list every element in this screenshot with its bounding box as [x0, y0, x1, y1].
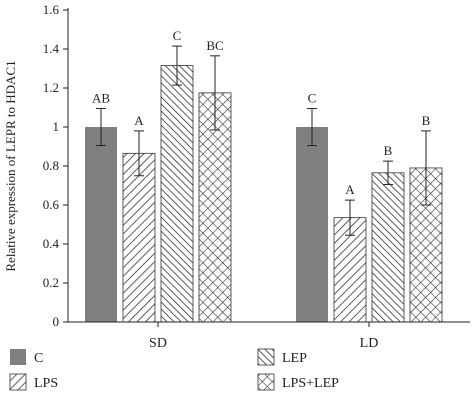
- bar-lps-sd: [122, 152, 156, 323]
- significance-label: AB: [92, 90, 110, 105]
- legend-swatch: [9, 373, 27, 391]
- x-category-label: LD: [360, 336, 379, 351]
- bar-c-sd: [85, 127, 117, 322]
- bar-lep-sd: [160, 65, 194, 323]
- y-tick-label: 0.2: [43, 275, 59, 290]
- significance-label: BC: [206, 38, 223, 53]
- y-tick-label: 0.8: [43, 158, 59, 173]
- significance-label: B: [384, 143, 393, 158]
- bar-lep-ld: [371, 172, 405, 323]
- legend-swatch: [257, 373, 275, 391]
- significance-label: C: [308, 90, 317, 105]
- y-tick-label: 1.2: [43, 80, 59, 95]
- legend-label: C: [34, 351, 43, 366]
- y-tick-label: 1.6: [43, 2, 60, 17]
- significance-label: C: [173, 28, 182, 43]
- y-tick-label: 0.4: [43, 236, 60, 251]
- significance-label: A: [345, 182, 355, 197]
- y-tick-label: 0.6: [43, 197, 60, 212]
- y-tick-label: 1: [53, 119, 60, 134]
- legend-label: LPS+LEP: [282, 376, 339, 391]
- legend-label: LPS: [34, 376, 58, 391]
- y-axis-title: Relative expression of LEPR to HDAC1: [3, 60, 18, 271]
- legend-swatch: [10, 349, 26, 365]
- significance-label: B: [422, 113, 431, 128]
- x-category-label: SD: [149, 336, 167, 351]
- bar-lps-lep-sd: [198, 92, 232, 323]
- y-tick-label: 0: [53, 314, 60, 329]
- significance-label: A: [134, 113, 144, 128]
- y-tick-label: 1.4: [43, 41, 60, 56]
- bar-c-ld: [296, 127, 328, 322]
- legend-label: LEP: [282, 351, 307, 366]
- legend-swatch: [257, 348, 275, 366]
